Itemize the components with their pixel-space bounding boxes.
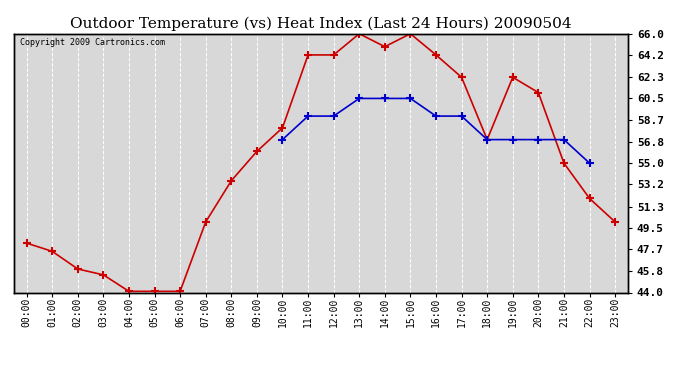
Title: Outdoor Temperature (vs) Heat Index (Last 24 Hours) 20090504: Outdoor Temperature (vs) Heat Index (Las… [70,17,571,31]
Text: Copyright 2009 Cartronics.com: Copyright 2009 Cartronics.com [20,38,165,46]
